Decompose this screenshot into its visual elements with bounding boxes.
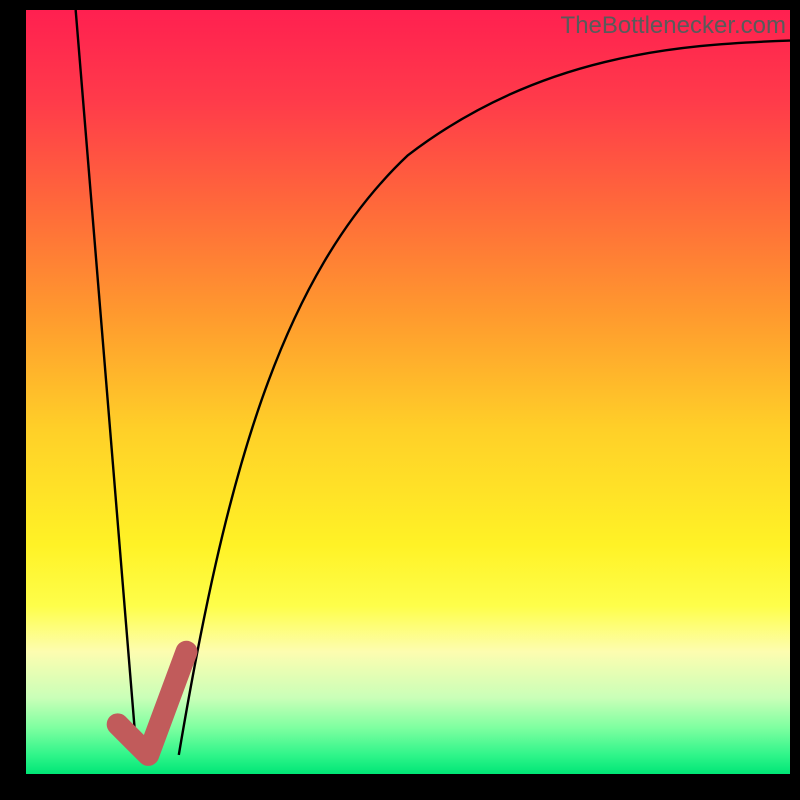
right-curve (179, 41, 790, 755)
curve-layer (26, 10, 790, 774)
left-curve (76, 10, 137, 755)
watermark-text: TheBottlenecker.com (561, 12, 786, 40)
chart-frame: TheBottlenecker.com (0, 0, 800, 800)
checkmark-icon (118, 652, 187, 755)
plot-area (26, 10, 790, 774)
